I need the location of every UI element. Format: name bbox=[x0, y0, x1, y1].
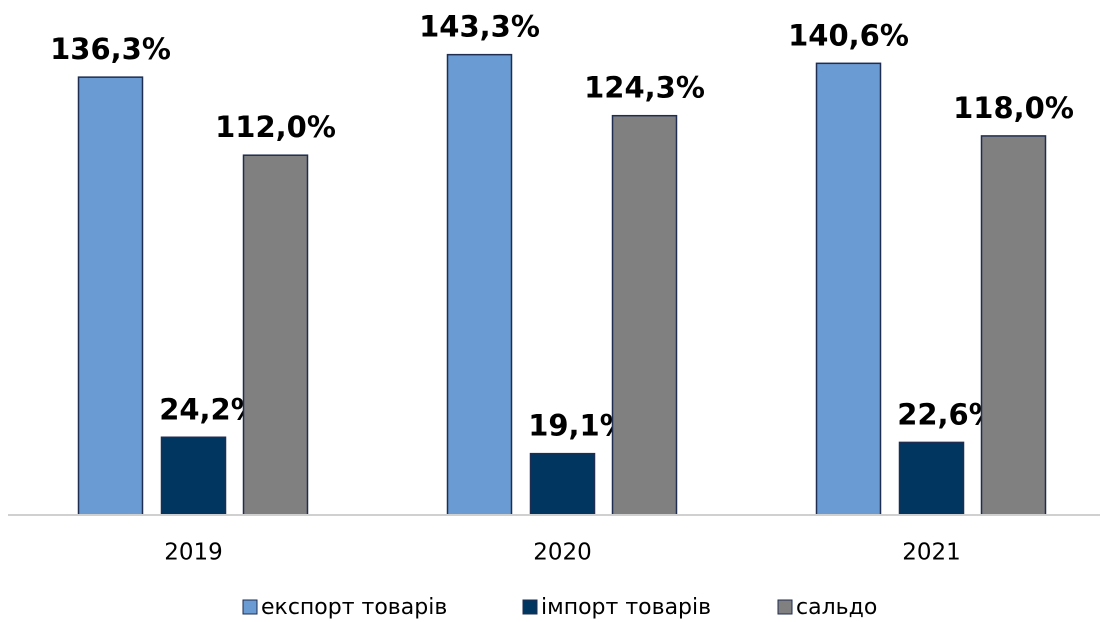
bar bbox=[77, 76, 144, 516]
data-label: 140,6% bbox=[788, 18, 909, 52]
bar bbox=[446, 53, 513, 516]
x-tick-label: 2019 bbox=[164, 540, 223, 566]
legend-swatch bbox=[777, 599, 793, 615]
bar bbox=[898, 441, 965, 516]
bar bbox=[611, 114, 678, 516]
bar bbox=[242, 154, 309, 516]
legend-swatch bbox=[522, 599, 538, 615]
data-label: 124,3% bbox=[584, 71, 705, 105]
x-tick-label: 2021 bbox=[902, 540, 961, 566]
data-label: 143,3% bbox=[419, 10, 540, 44]
bar bbox=[529, 452, 596, 516]
x-tick-label: 2020 bbox=[533, 540, 592, 566]
legend-label: сальдо bbox=[796, 595, 877, 620]
bar bbox=[160, 436, 227, 516]
data-label: 136,3% bbox=[50, 32, 171, 66]
data-label: 118,0% bbox=[953, 91, 1074, 125]
bar bbox=[980, 135, 1047, 516]
legend-label: імпорт товарів bbox=[541, 595, 711, 620]
legend-swatch bbox=[242, 599, 258, 615]
data-label: 112,0% bbox=[215, 110, 336, 144]
legend-label: експорт товарів bbox=[261, 595, 447, 620]
bar bbox=[815, 62, 882, 516]
